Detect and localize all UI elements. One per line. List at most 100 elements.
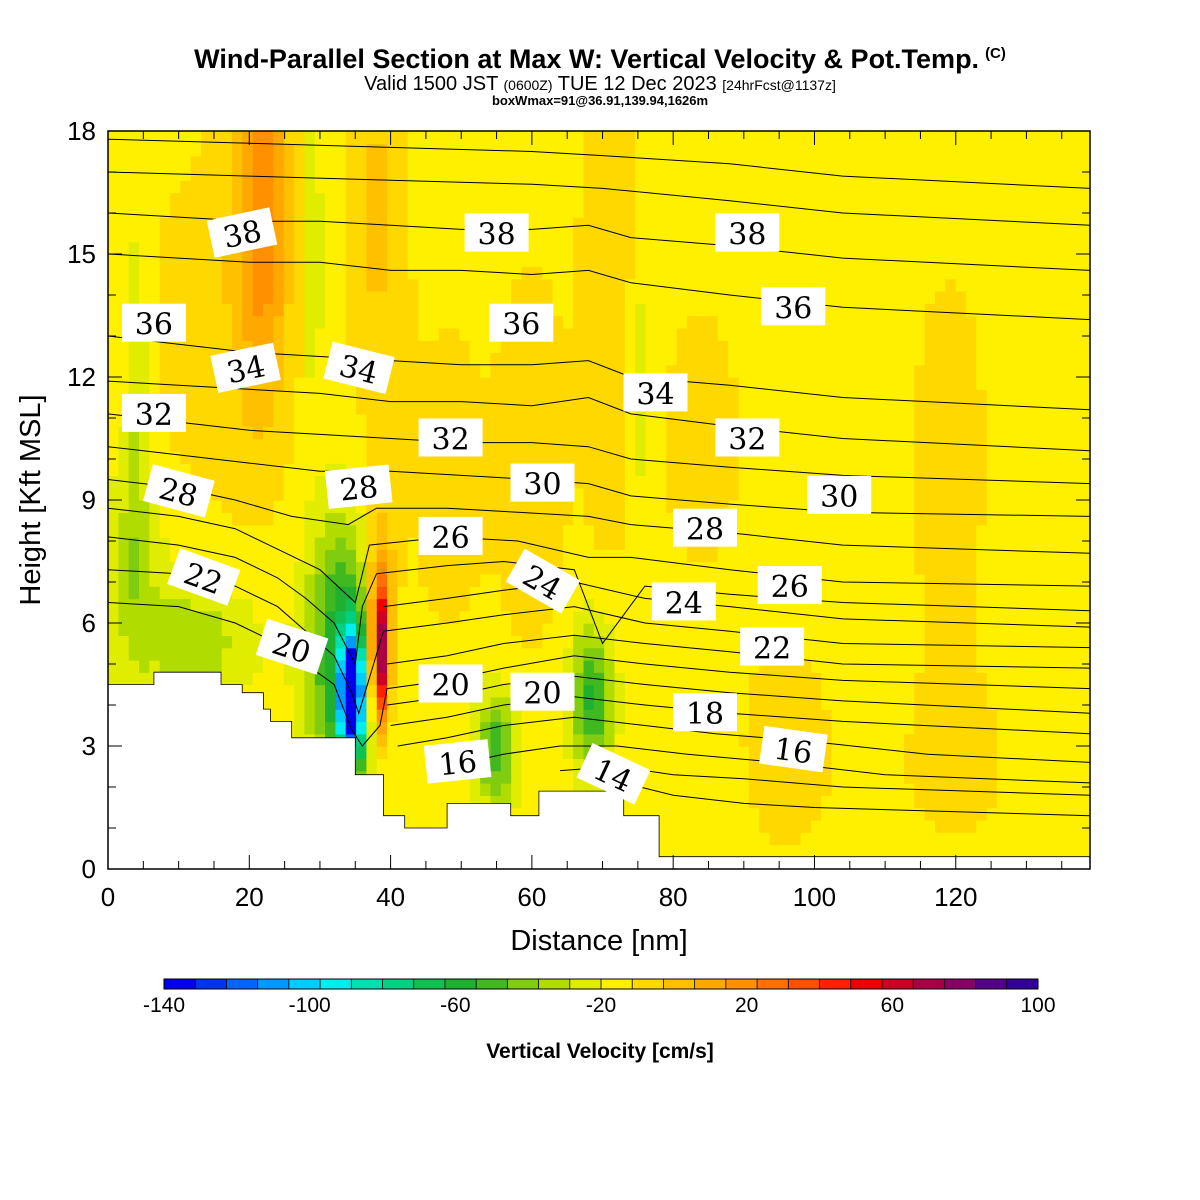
w-cell xyxy=(852,684,864,698)
w-cell xyxy=(325,721,337,735)
w-cell xyxy=(728,290,740,304)
w-cell xyxy=(469,549,481,563)
w-cell xyxy=(635,315,647,329)
w-cell xyxy=(521,450,533,464)
w-cell xyxy=(283,290,295,304)
w-cell xyxy=(676,807,688,821)
w-cell xyxy=(531,807,543,821)
w-cell xyxy=(748,696,760,710)
w-cell xyxy=(872,758,884,772)
w-cell xyxy=(976,770,988,784)
w-cell xyxy=(614,303,626,317)
w-cell xyxy=(883,487,895,501)
w-cell xyxy=(697,807,709,821)
w-cell xyxy=(1017,290,1029,304)
w-cell xyxy=(759,487,771,501)
w-cell xyxy=(738,401,750,415)
w-cell xyxy=(593,561,605,575)
w-cell xyxy=(831,721,843,735)
w-cell xyxy=(428,623,440,636)
w-cell xyxy=(252,659,264,673)
w-cell xyxy=(790,241,802,255)
w-cell xyxy=(531,733,543,747)
w-cell xyxy=(852,278,864,292)
w-cell xyxy=(242,413,254,427)
w-cell xyxy=(666,315,678,329)
w-cell xyxy=(387,561,399,575)
w-cell xyxy=(273,389,285,403)
w-cell xyxy=(996,807,1009,821)
w-cell xyxy=(1007,598,1019,612)
w-cell xyxy=(232,586,244,600)
w-cell xyxy=(790,487,802,501)
w-cell xyxy=(893,266,905,280)
w-cell xyxy=(387,536,399,550)
w-cell xyxy=(996,758,1009,772)
w-cell xyxy=(573,586,585,600)
w-cell xyxy=(645,500,657,513)
w-cell xyxy=(903,389,915,403)
w-cell xyxy=(449,401,461,415)
w-cell xyxy=(573,561,585,575)
w-cell xyxy=(676,340,688,354)
w-cell xyxy=(862,672,874,686)
w-cell xyxy=(376,524,388,538)
w-cell xyxy=(748,832,760,846)
w-cell xyxy=(759,844,771,858)
w-cell xyxy=(387,635,399,649)
w-cell xyxy=(294,536,306,550)
w-cell xyxy=(356,278,368,292)
w-cell xyxy=(397,500,409,513)
w-cell xyxy=(707,795,719,809)
w-cell xyxy=(821,413,833,427)
w-cell xyxy=(294,512,306,526)
w-cell xyxy=(903,635,915,649)
w-cell xyxy=(531,241,543,255)
w-cell xyxy=(449,278,461,292)
w-cell xyxy=(676,254,688,267)
w-cell xyxy=(872,659,884,673)
w-cell xyxy=(810,377,822,390)
w-cell xyxy=(852,364,864,378)
w-cell xyxy=(263,463,275,477)
w-cell xyxy=(924,315,936,329)
w-cell xyxy=(955,733,967,747)
w-cell xyxy=(924,647,936,661)
w-cell xyxy=(759,475,771,489)
w-cell xyxy=(397,709,409,723)
w-cell xyxy=(748,254,760,267)
w-cell xyxy=(1027,721,1040,735)
w-cell xyxy=(872,278,884,292)
w-cell xyxy=(872,512,884,526)
w-cell xyxy=(459,463,471,477)
w-cell xyxy=(128,487,140,501)
w-cell xyxy=(769,819,781,833)
w-cell xyxy=(552,635,564,649)
w-cell xyxy=(366,500,378,513)
w-cell xyxy=(418,377,430,390)
w-cell xyxy=(986,241,998,255)
w-cell xyxy=(232,438,244,452)
w-cell xyxy=(821,327,833,341)
w-cell xyxy=(717,327,729,341)
w-cell xyxy=(686,266,698,280)
w-cell xyxy=(345,389,357,403)
w-cell xyxy=(552,217,564,231)
w-cell xyxy=(531,377,543,390)
w-cell xyxy=(883,377,895,390)
w-cell xyxy=(790,254,802,267)
w-cell xyxy=(986,524,998,538)
w-cell xyxy=(986,475,998,489)
w-cell xyxy=(294,672,306,686)
w-cell xyxy=(356,672,368,686)
w-cell xyxy=(1007,770,1019,784)
w-cell xyxy=(1017,487,1029,501)
w-cell xyxy=(170,450,182,464)
w-cell xyxy=(242,500,254,513)
w-cell xyxy=(521,709,533,723)
w-cell xyxy=(418,586,430,600)
w-cell xyxy=(645,721,657,735)
w-cell xyxy=(924,549,936,563)
w-cell xyxy=(986,623,998,636)
w-cell xyxy=(934,807,946,821)
